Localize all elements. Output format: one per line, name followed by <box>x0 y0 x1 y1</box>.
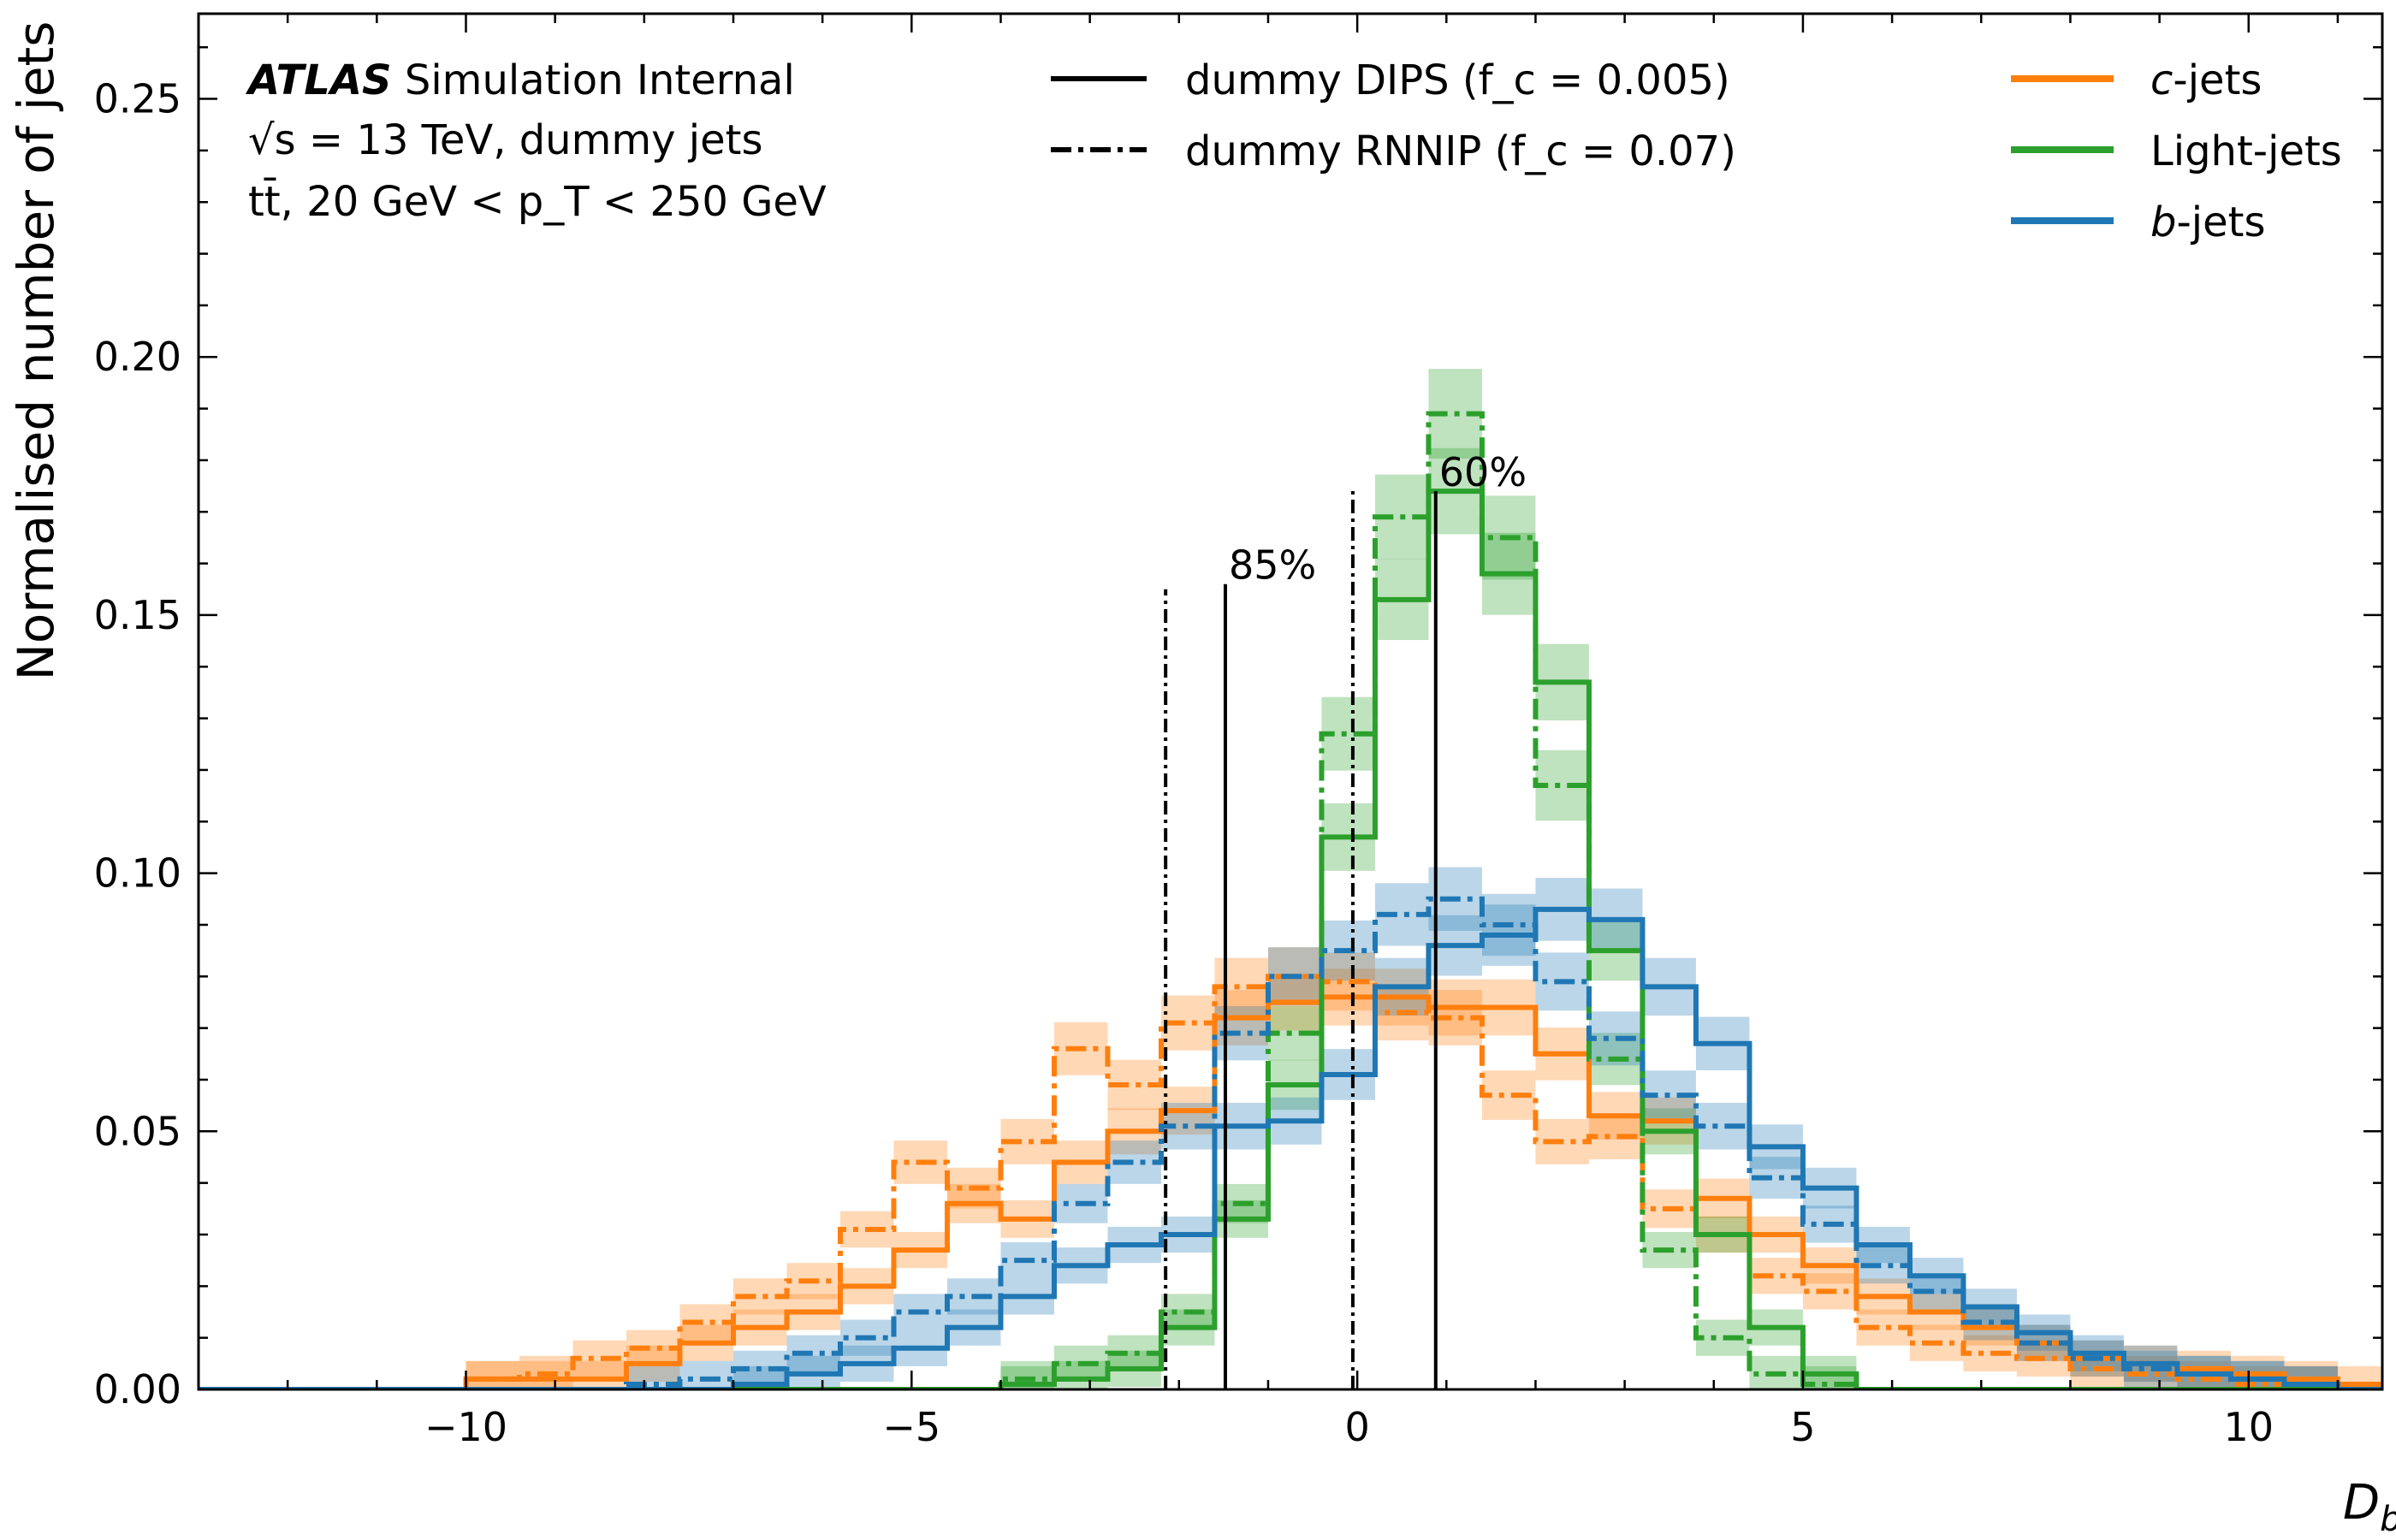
y-tick-label: 0.05 <box>94 1108 181 1154</box>
flavour-legend: c-jets Light-jets b-jets <box>2011 56 2342 246</box>
y-tick-label: 0.00 <box>94 1366 181 1413</box>
legend-c-jets-label: c-jets <box>2150 56 2262 104</box>
legend-rnnip-label: dummy RNNIP (f_c = 0.07) <box>1185 127 1736 175</box>
b-jets-dummy-rnnip-band <box>626 867 2338 1389</box>
atlas-label-line1: ATLAS Simulation Internal <box>245 56 795 104</box>
uncertainty-band-bin <box>466 1360 519 1389</box>
b-jets-dummy-dips-histogram <box>199 906 2382 1389</box>
y-tick-label: 0.15 <box>94 592 181 638</box>
y-tick-label: 0.25 <box>94 76 181 122</box>
x-tick-label: 0 <box>1344 1404 1369 1450</box>
atlas-label: ATLAS Simulation Internal √s = 13 TeV, d… <box>245 56 827 226</box>
working-point-label: 85% <box>1229 542 1316 589</box>
legend-light-jets-label: Light-jets <box>2150 127 2342 175</box>
y-axis-label: Normalised number of jets <box>7 21 65 680</box>
x-tick-label: −5 <box>882 1404 940 1450</box>
x-axis-label-subscript: b <box>2380 1500 2396 1539</box>
y-tick-label: 0.10 <box>94 850 181 897</box>
x-axis-label: Db <box>2343 1475 2396 1539</box>
linestyle-legend: dummy DIPS (f_c = 0.005) dummy RNNIP (f_… <box>1051 56 1736 175</box>
atlas-label-line3: tt̄, 20 GeV < p_T < 250 GeV <box>248 177 827 226</box>
x-tick-label: 10 <box>2223 1404 2274 1450</box>
histograms <box>199 411 2382 1389</box>
working-point-label: 60% <box>1439 449 1527 495</box>
x-tick-label: −10 <box>424 1404 507 1450</box>
atlas-label-line2: √s = 13 TeV, dummy jets <box>248 116 762 164</box>
uncertainty-band-bin <box>679 1360 733 1389</box>
legend-b-jets-label: b-jets <box>2150 198 2265 246</box>
uncertainty-bands <box>466 369 2382 1389</box>
y-tick-label: 0.20 <box>94 334 181 380</box>
axis-ticks <box>197 14 2382 1391</box>
working-point-lines: 85% 60% <box>1164 449 1527 1389</box>
x-tick-label: 5 <box>1790 1404 1815 1450</box>
uncertainty-band-bin <box>572 1360 626 1389</box>
light-jets-dummy-dips-histogram <box>199 489 2382 1389</box>
tick-labels: −10 −5 0 5 10 0.00 0.05 0.10 0.15 0.20 0.25 <box>94 76 2274 1450</box>
legend-dips-label: dummy DIPS (f_c = 0.005) <box>1185 56 1730 104</box>
plot-frame <box>197 12 2384 1391</box>
uncertainty-band-bin <box>466 1360 519 1389</box>
